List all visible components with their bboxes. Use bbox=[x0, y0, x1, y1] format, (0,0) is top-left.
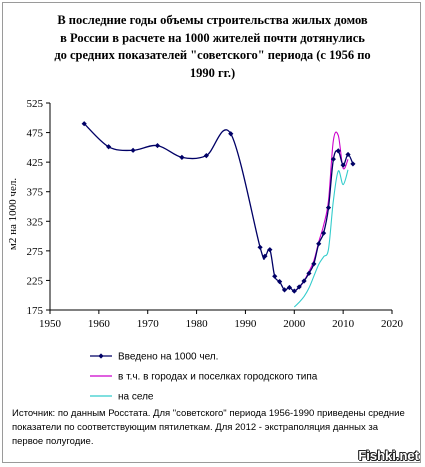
y-tick-label: 425 bbox=[27, 157, 44, 169]
x-tick-label: 2010 bbox=[332, 318, 355, 330]
data-point bbox=[296, 284, 302, 290]
series-line-2 bbox=[293, 169, 349, 308]
data-point bbox=[257, 244, 263, 250]
x-tick-label: 2020 bbox=[381, 318, 404, 330]
data-point bbox=[325, 205, 332, 211]
y-tick-label: 225 bbox=[27, 275, 44, 287]
legend-label-1: в т.ч. в городах и поселках городского т… bbox=[118, 372, 318, 383]
data-point bbox=[130, 147, 136, 153]
data-point bbox=[228, 131, 234, 137]
y-axis-label: м2 на 1000 чел. bbox=[7, 178, 19, 250]
legend: Введено на 1000 чел. в т.ч. в городах и п… bbox=[90, 352, 318, 403]
data-point bbox=[286, 284, 292, 291]
data-point bbox=[154, 142, 161, 149]
y-tick-labels: 175 225 275 325 375 425 475 525 bbox=[27, 98, 44, 317]
axes bbox=[46, 102, 393, 314]
watermark: Fishki.net bbox=[358, 448, 419, 463]
data-point bbox=[301, 278, 307, 284]
data-point bbox=[340, 162, 346, 168]
data-point bbox=[267, 247, 273, 253]
chart-frame bbox=[2, 2, 421, 463]
x-tick-label: 1990 bbox=[234, 318, 257, 330]
x-tick-label: 1970 bbox=[137, 318, 160, 330]
y-tick-label: 325 bbox=[27, 216, 44, 228]
data-point bbox=[262, 253, 268, 259]
data-point bbox=[291, 288, 297, 294]
data-point bbox=[81, 121, 87, 127]
plot-series bbox=[81, 121, 356, 308]
data-point bbox=[316, 241, 322, 247]
data-point bbox=[321, 230, 327, 236]
data-point bbox=[203, 153, 209, 159]
chart-title: В последние годы объемы строительства жи… bbox=[54, 13, 371, 80]
data-point bbox=[272, 273, 278, 279]
x-tick-label: 1950 bbox=[39, 318, 62, 330]
data-point bbox=[106, 144, 112, 150]
data-point bbox=[345, 151, 351, 158]
data-point bbox=[335, 148, 341, 154]
data-point bbox=[281, 287, 288, 293]
x-tick-label: 1980 bbox=[186, 318, 209, 330]
y-tick-label: 175 bbox=[27, 305, 44, 317]
data-point bbox=[179, 154, 185, 161]
series-line-0 bbox=[83, 123, 354, 292]
x-tick-label: 1960 bbox=[88, 318, 111, 330]
y-tick-label: 475 bbox=[27, 128, 44, 140]
x-tick-labels: 1950 1960 1970 1980 1990 2000 2010 2020 bbox=[39, 318, 404, 330]
data-point bbox=[306, 270, 312, 276]
source-note: Источник: по данным Росстата. Для "совет… bbox=[12, 408, 405, 447]
legend-label-0: Введено на 1000 чел. bbox=[118, 352, 218, 363]
data-point bbox=[330, 156, 336, 162]
data-point bbox=[350, 161, 356, 167]
y-tick-label: 275 bbox=[27, 246, 44, 258]
x-tick-label: 2000 bbox=[283, 318, 306, 330]
legend-marker-0 bbox=[98, 353, 104, 359]
y-tick-label: 375 bbox=[27, 187, 44, 199]
legend-label-2: на селе bbox=[118, 392, 154, 403]
data-point bbox=[311, 261, 317, 267]
y-tick-label: 525 bbox=[27, 98, 44, 110]
data-point bbox=[277, 279, 283, 285]
